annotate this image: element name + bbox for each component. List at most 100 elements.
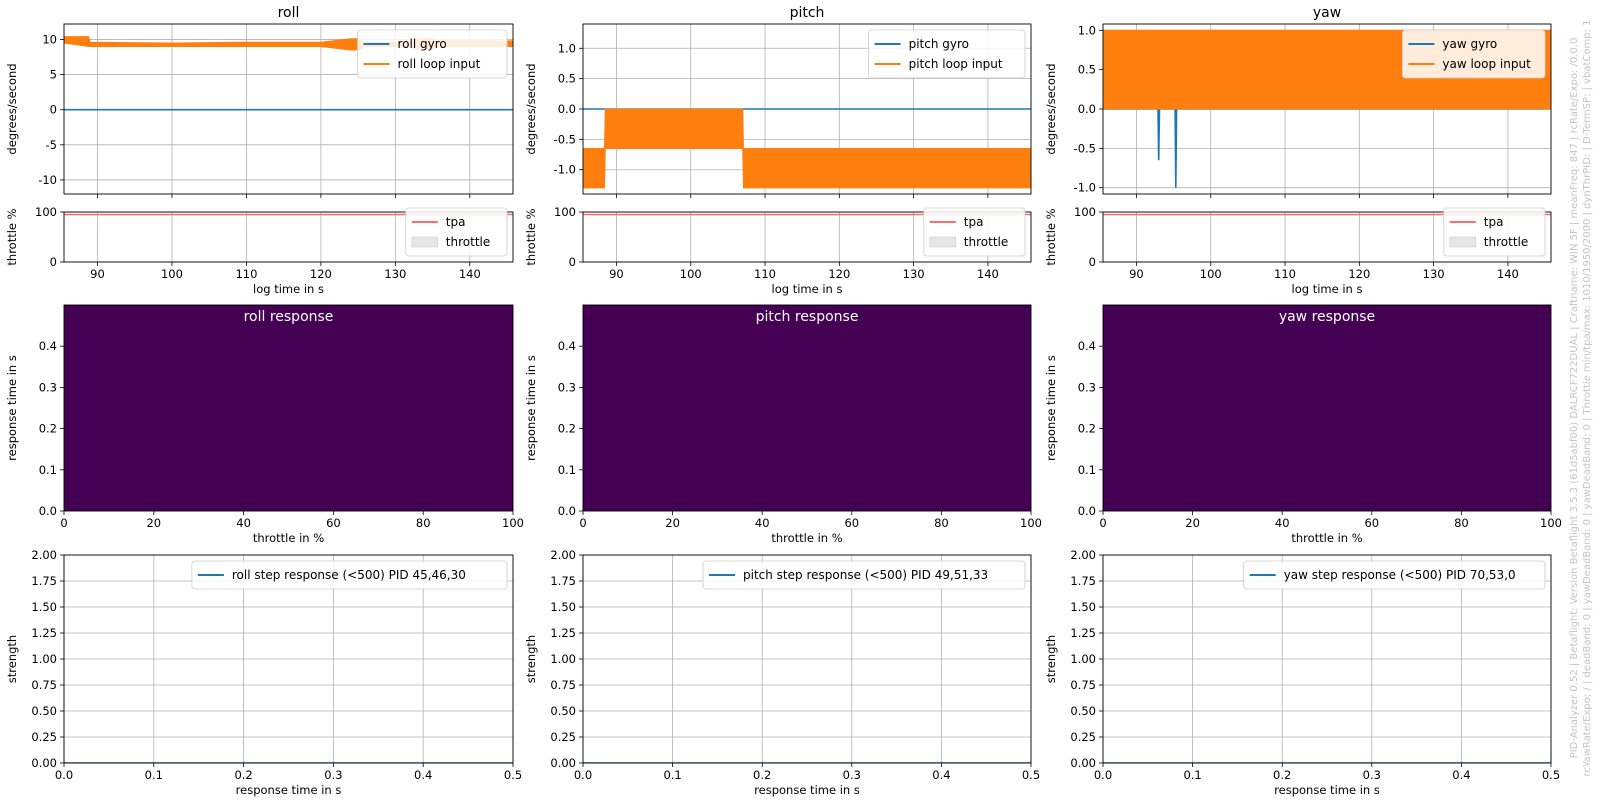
y-axis-label: throttle %	[1044, 208, 1058, 265]
y-tick-label: 0.75	[1070, 678, 1096, 692]
x-tick-label: 0.5	[1022, 768, 1040, 782]
x-tick-label: 20	[665, 516, 680, 530]
x-tick-label: 0.0	[574, 768, 592, 782]
x-tick-label: 60	[844, 516, 859, 530]
chart-title: yaw	[1313, 5, 1341, 21]
y-tick-label: 0.4	[39, 339, 57, 353]
x-tick-label: 130	[384, 267, 406, 281]
axes-yaw-response: 0 20 40 60 80 100 0.0 0.1 0.2 0.3 0.4 throttle in %…	[1044, 304, 1562, 545]
axes-frame	[63, 304, 514, 512]
y-tick-label: 0.5	[558, 72, 576, 86]
x-tick-label: 0.0	[55, 768, 73, 782]
legend: tpa throttle	[1443, 207, 1546, 257]
x-axis-label: response time in s	[236, 783, 342, 797]
y-tick-label: 0.1	[558, 463, 576, 477]
legend-label: pitch loop input	[909, 57, 1003, 71]
axes-roll-response: 0 20 40 60 80 100 0.0 0.1 0.2 0.3 0.4 throttle in %…	[5, 304, 524, 545]
x-tick-label: 20	[146, 516, 161, 530]
axes-frame	[582, 211, 1032, 263]
y-tick-label: 1.75	[1070, 574, 1096, 588]
legend: pitch step response (<500) PID 49,51,33	[702, 560, 1026, 590]
y-tick-label: 0.3	[39, 380, 57, 394]
legend-label: tpa	[446, 215, 466, 229]
y-tick-label: 1.50	[31, 600, 57, 614]
y-axis-label: response time in s	[524, 355, 538, 461]
x-tick-label: 0.3	[1363, 768, 1381, 782]
legend: yaw step response (<500) PID 70,53,0	[1243, 560, 1546, 590]
x-tick-label: 80	[934, 516, 949, 530]
legend-label: yaw loop input	[1442, 57, 1531, 71]
y-tick-label: 1.25	[1070, 626, 1096, 640]
y-tick-label: 1.00	[550, 652, 576, 666]
axes-yaw: -1.0 -0.5 0.0 0.5 1.0 degrees/second yaw yaw gy…	[1044, 5, 1552, 198]
y-tick-label: 0.00	[1070, 756, 1096, 770]
legend-swatch	[929, 236, 957, 248]
x-tick-label: 0.2	[234, 768, 252, 782]
x-axis-label: response time in s	[1274, 783, 1380, 797]
y-tick-label: 10	[42, 32, 57, 46]
y-tick-label: 2.00	[1070, 548, 1096, 562]
y-tick-label: 1.50	[550, 600, 576, 614]
y-axis-label: degrees/second	[524, 63, 538, 154]
y-tick-label: 0.0	[1078, 102, 1096, 116]
heatmap-cells	[1103, 305, 1551, 511]
y-tick-label: 0.2	[558, 422, 576, 436]
y-axis-label: strength	[524, 635, 538, 683]
y-tick-label: 0.2	[1078, 422, 1096, 436]
y-tick-label: 0.0	[558, 102, 576, 116]
x-tick-label: 0.4	[1452, 768, 1470, 782]
x-tick-label: 130	[1423, 267, 1445, 281]
x-tick-label: 140	[1497, 267, 1519, 281]
y-tick-label: 100	[35, 205, 57, 219]
x-tick-label: 100	[1200, 267, 1222, 281]
x-tick-label: 140	[459, 267, 481, 281]
x-axis-label: log time in s	[253, 282, 324, 296]
x-tick-label: 0.3	[324, 768, 342, 782]
y-tick-label: -5	[46, 138, 57, 152]
x-tick-label: 0.1	[663, 768, 681, 782]
legend-frame	[868, 29, 1026, 79]
y-axis-label: degrees/second	[5, 63, 19, 154]
legend-label: pitch gyro	[909, 37, 969, 51]
legend-label: throttle	[1484, 235, 1528, 249]
y-tick-label: 0.00	[31, 756, 57, 770]
x-tick-label: 100	[1020, 516, 1042, 530]
axes-pitch: -1.0 -0.5 0.0 0.5 1.0 degrees/second pitch pitc…	[524, 5, 1032, 198]
x-tick-label: 20	[1185, 516, 1200, 530]
heatmap-title: pitch response	[756, 309, 859, 325]
axes-yaw-step: 0.0 0.1 0.2 0.3 0.4 0.5 0.00 0.25 0.50 0.75 1.00 1.…	[1044, 548, 1560, 797]
legend: tpa throttle	[923, 207, 1026, 257]
y-tick-label: 0	[1089, 255, 1096, 269]
axes-roll-throttle: 90 100 110 120 130 140 0 100 log time in s thrott…	[5, 205, 514, 296]
x-tick-label: 40	[236, 516, 251, 530]
y-tick-label: -0.5	[1074, 141, 1096, 155]
x-tick-label: 90	[90, 267, 105, 281]
series-group	[64, 36, 513, 111]
legend-frame	[357, 29, 508, 79]
y-tick-label: 100	[554, 205, 576, 219]
axes-frame	[1102, 304, 1552, 512]
x-tick-label: 100	[680, 267, 702, 281]
series-group	[583, 108, 1031, 189]
x-tick-label: 0.4	[414, 768, 432, 782]
legend-label: tpa	[964, 215, 984, 229]
x-tick-label: 100	[502, 516, 524, 530]
x-tick-label: 0.5	[1542, 768, 1560, 782]
legend-swatch	[1449, 236, 1477, 248]
x-tick-label: 90	[1129, 267, 1144, 281]
y-tick-label: 0	[50, 255, 57, 269]
y-tick-label: 5	[50, 68, 57, 82]
x-axis-label: log time in s	[1292, 282, 1363, 296]
axes-frame	[63, 23, 514, 195]
chart-title: roll	[278, 5, 300, 21]
y-tick-label: 0.75	[31, 678, 57, 692]
axes-frame	[63, 211, 514, 263]
y-tick-label: 0.1	[1078, 463, 1096, 477]
y-tick-label: 1.75	[31, 574, 57, 588]
y-tick-label: 0.3	[1078, 380, 1096, 394]
side-note-line-2: rcYawRate/Expo: / | deadBand: 0 | yawDea…	[1582, 19, 1593, 776]
x-tick-label: 80	[1454, 516, 1469, 530]
x-tick-label: 80	[416, 516, 431, 530]
legend-label: yaw gyro	[1442, 37, 1497, 51]
